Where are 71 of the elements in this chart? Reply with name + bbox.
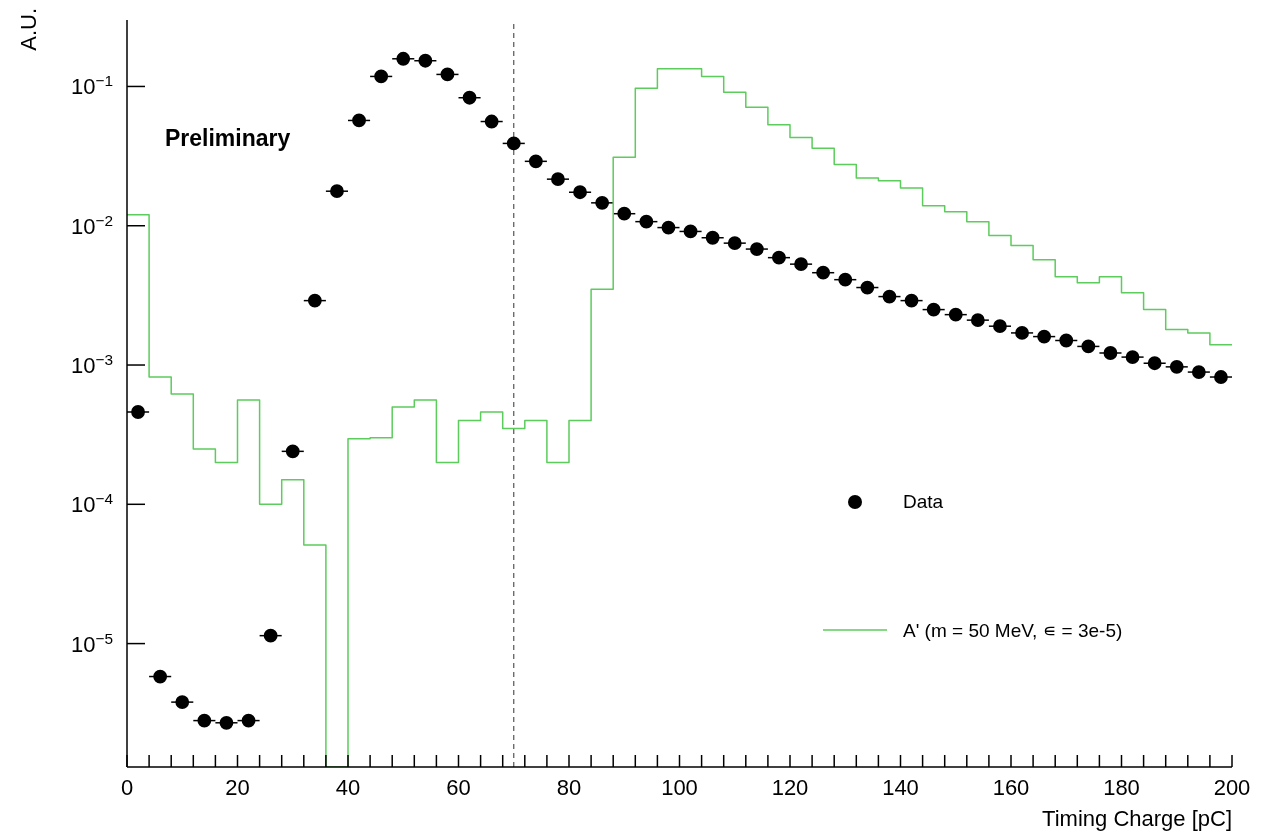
point <box>617 206 632 221</box>
point <box>970 313 985 328</box>
x-tick-label: 160 <box>992 775 1030 800</box>
legend-label: Data <box>903 491 944 513</box>
x-tick-label: 20 <box>225 775 250 800</box>
point <box>263 628 278 643</box>
point <box>1015 326 1029 340</box>
point <box>1191 365 1206 379</box>
point <box>153 669 168 684</box>
point <box>551 172 565 187</box>
point <box>727 236 742 251</box>
point <box>440 67 455 82</box>
point <box>418 53 433 68</box>
point <box>1059 333 1074 348</box>
y-tick-label: 10$^{−2}$ <box>70 211 113 239</box>
x-axis-title: Timing Charge [pC] <box>1042 806 1232 832</box>
point <box>330 184 344 199</box>
x-tick-label: 100 <box>661 775 698 800</box>
y-tick-label: 10$^{−5}$ <box>70 629 113 657</box>
point <box>948 307 963 322</box>
point <box>131 405 145 419</box>
point <box>285 444 300 459</box>
point <box>197 713 212 728</box>
x-tick-label: 140 <box>882 775 919 800</box>
point <box>1147 356 1162 371</box>
x-tick-label: 120 <box>771 775 809 800</box>
point <box>860 280 875 295</box>
point <box>1169 359 1184 374</box>
legend-label: A' (m = 50 MeV, ∊ = 3e-5) <box>903 618 1123 642</box>
point <box>241 713 256 728</box>
y-tick-label: 10$^{−3}$ <box>70 350 113 379</box>
point <box>794 257 808 272</box>
point <box>705 230 720 245</box>
point <box>838 272 853 287</box>
x-tick-label: 60 <box>446 775 471 800</box>
point <box>882 289 897 304</box>
x-tick-label: 80 <box>556 775 582 800</box>
y-tick-label: 10$^{−4}$ <box>70 489 114 518</box>
point <box>661 220 676 235</box>
point <box>1125 350 1140 364</box>
y-tick-label: 10$^{−1}$ <box>70 71 113 100</box>
point <box>904 293 919 308</box>
point <box>219 715 234 730</box>
point <box>926 302 941 317</box>
point <box>1214 370 1228 384</box>
point <box>749 242 764 256</box>
point <box>175 695 190 710</box>
x-tick-label: 0 <box>120 775 134 800</box>
point <box>816 265 831 280</box>
x-tick-label: 180 <box>1103 775 1140 800</box>
x-tick-label: 200 <box>1213 775 1251 800</box>
point <box>1037 329 1052 344</box>
point <box>639 214 654 229</box>
point <box>396 51 411 66</box>
y-axis-title: A.U. <box>16 8 42 51</box>
point <box>1081 339 1096 354</box>
point <box>993 319 1007 334</box>
point <box>595 195 610 210</box>
point <box>484 114 499 129</box>
point <box>374 69 389 84</box>
point <box>506 136 521 151</box>
point <box>573 185 587 200</box>
point <box>307 293 322 308</box>
point <box>772 250 786 265</box>
point <box>462 90 477 105</box>
point <box>1103 346 1118 360</box>
x-tick-label: 40 <box>335 775 361 800</box>
annotation: Preliminary <box>165 125 291 152</box>
point <box>352 113 366 128</box>
point <box>528 154 543 169</box>
point <box>683 224 698 239</box>
